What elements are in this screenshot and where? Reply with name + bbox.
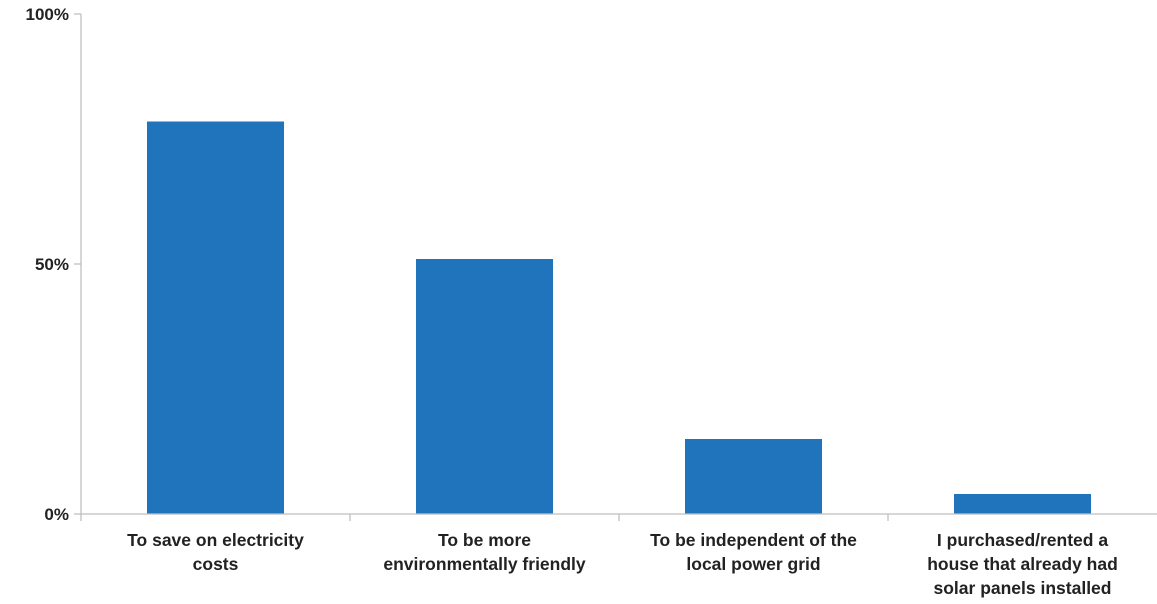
y-tick-label: 50% bbox=[35, 255, 69, 274]
y-tick-label: 0% bbox=[44, 505, 69, 524]
x-category-label-line: local power grid bbox=[686, 554, 820, 574]
bar-1 bbox=[147, 121, 284, 514]
bars bbox=[147, 121, 1091, 514]
x-axis: To save on electricity costs To be more env… bbox=[80, 513, 1157, 598]
x-category-label-line: To be independent of the bbox=[650, 530, 857, 550]
x-category-label: To save on electricity costs bbox=[127, 530, 304, 574]
x-category-label-line: environmentally friendly bbox=[383, 554, 586, 574]
x-category-label-line: To be more bbox=[438, 530, 531, 550]
x-category-label-line: costs bbox=[193, 554, 239, 574]
x-category-label: To be more environmentally friendly bbox=[383, 530, 586, 574]
x-category-label: To be independent of the local power grid bbox=[650, 530, 857, 574]
bar-3 bbox=[685, 439, 822, 514]
y-tick-label: 100% bbox=[26, 5, 69, 24]
x-category-label: I purchased/rented a house that already h… bbox=[927, 530, 1118, 598]
bar-2 bbox=[416, 259, 553, 514]
bar-4 bbox=[954, 494, 1091, 514]
x-category-label-line: To save on electricity bbox=[127, 530, 304, 550]
x-category-label-line: house that already had bbox=[927, 554, 1118, 574]
x-category-label-line: solar panels installed bbox=[934, 578, 1112, 598]
x-category-label-line: I purchased/rented a bbox=[937, 530, 1108, 550]
y-axis: 0% 50% 100% bbox=[26, 5, 82, 524]
